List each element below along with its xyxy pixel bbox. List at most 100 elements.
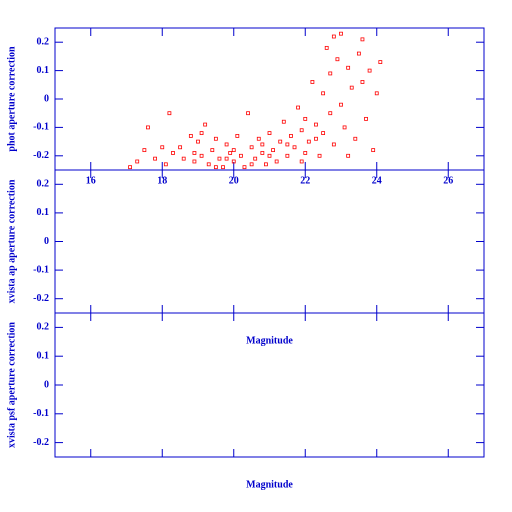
- x-axis-label: Magnitude: [246, 479, 293, 490]
- scatter-point: [203, 122, 208, 127]
- scatter-point: [292, 145, 297, 150]
- y-tick-label: -0.2: [33, 293, 49, 304]
- scatter-point: [167, 111, 172, 116]
- scatter-point: [260, 142, 265, 147]
- scatter-point: [253, 156, 258, 161]
- scatter-point: [238, 153, 243, 158]
- scatter-point: [271, 148, 275, 153]
- scatter-point: [196, 139, 200, 144]
- scatter-point: [346, 65, 351, 70]
- y-tick-label: 0.1: [37, 65, 50, 76]
- scatter-point: [228, 151, 233, 155]
- scatter-point: [321, 131, 326, 135]
- x-tick-label: 26: [443, 175, 453, 186]
- scatter-point: [346, 153, 351, 158]
- scatter-point: [299, 159, 304, 164]
- scatter-point: [274, 159, 279, 164]
- scatter-point: [256, 136, 261, 141]
- scatter-point: [303, 151, 308, 155]
- scatter-point: [378, 60, 383, 64]
- plot-frame: [54, 169, 485, 314]
- scatter-point: [135, 159, 140, 164]
- scatter-point: [224, 156, 229, 161]
- scatter-point: [331, 34, 336, 39]
- scatter-point: [339, 31, 343, 36]
- scatter-point: [349, 85, 354, 90]
- scatter-point: [367, 68, 372, 73]
- scatter-point: [303, 116, 308, 121]
- scatter-point: [356, 51, 361, 56]
- scatter-point: [206, 162, 211, 167]
- y-tick-label: 0: [44, 236, 49, 247]
- scatter-point: [285, 142, 290, 147]
- y-axis-label: xvista ap aperture correction: [6, 179, 17, 303]
- x-tick-label: 24: [372, 175, 382, 186]
- y-tick-label: -0.2: [33, 437, 49, 448]
- scatter-point: [342, 125, 347, 130]
- y-tick-label: -0.1: [33, 408, 49, 419]
- y-axis-label: phot aperture correction: [6, 46, 17, 152]
- scatter-point: [231, 159, 236, 164]
- y-tick-label: 0: [44, 93, 49, 104]
- y-tick-label: 0.1: [37, 207, 50, 218]
- scatter-point: [235, 134, 240, 138]
- y-tick-label: 0.2: [37, 322, 50, 333]
- scatter-point: [310, 80, 315, 84]
- y-tick-label: 0.2: [37, 179, 50, 190]
- scatter-point: [260, 151, 265, 155]
- scatter-point: [339, 102, 343, 107]
- scatter-point: [317, 153, 322, 158]
- scatter-point: [331, 142, 336, 147]
- scatter-point: [249, 162, 254, 167]
- scatter-point: [213, 165, 218, 170]
- y-tick-label: -0.1: [33, 264, 49, 275]
- scatter-point: [178, 145, 183, 150]
- scatter-point: [314, 122, 318, 127]
- scatter-point: [267, 153, 272, 158]
- scatter-point: [249, 145, 254, 150]
- scatter-point: [364, 116, 368, 121]
- scatter-point: [221, 165, 225, 170]
- y-tick-label: -0.1: [33, 122, 49, 133]
- scatter-point: [192, 151, 197, 155]
- scatter-point: [224, 142, 229, 147]
- x-axis-label: Magnitude: [246, 335, 293, 346]
- scatter-point: [278, 139, 283, 144]
- scatter-point: [160, 145, 165, 150]
- scatter-point: [321, 91, 326, 96]
- scatter-point: [210, 148, 215, 153]
- scatter-point: [217, 156, 222, 161]
- scatter-point: [374, 91, 379, 96]
- scatter-point: [128, 165, 132, 170]
- scatter-point: [314, 136, 318, 141]
- x-tick-label: 18: [157, 175, 167, 186]
- x-tick-label: 22: [300, 175, 310, 186]
- scatter-point: [328, 71, 333, 76]
- scatter-point: [153, 156, 158, 161]
- scatter-point: [360, 37, 365, 42]
- scatter-point: [299, 128, 304, 133]
- scatter-point: [199, 131, 204, 135]
- scatter-point: [281, 119, 286, 124]
- scatter-point: [289, 134, 293, 138]
- y-tick-label: 0: [44, 379, 49, 390]
- scatter-point: [267, 131, 272, 135]
- scatter-point: [199, 153, 204, 158]
- scatter-point: [192, 159, 197, 164]
- scatter-point: [146, 125, 150, 130]
- x-tick-label: 20: [229, 175, 239, 186]
- scatter-point: [324, 45, 329, 50]
- scatter-point: [371, 148, 376, 153]
- scatter-point: [171, 151, 175, 155]
- plot-frame: [54, 27, 485, 171]
- x-tick-label: 16: [86, 175, 96, 186]
- scatter-point: [142, 148, 147, 153]
- scatter-point: [360, 80, 365, 84]
- scatter-point: [163, 162, 168, 167]
- scatter-point: [285, 153, 290, 158]
- scatter-point: [264, 162, 268, 167]
- scatter-point: [335, 57, 340, 62]
- scatter-point: [328, 111, 333, 116]
- scatter-point: [188, 134, 193, 138]
